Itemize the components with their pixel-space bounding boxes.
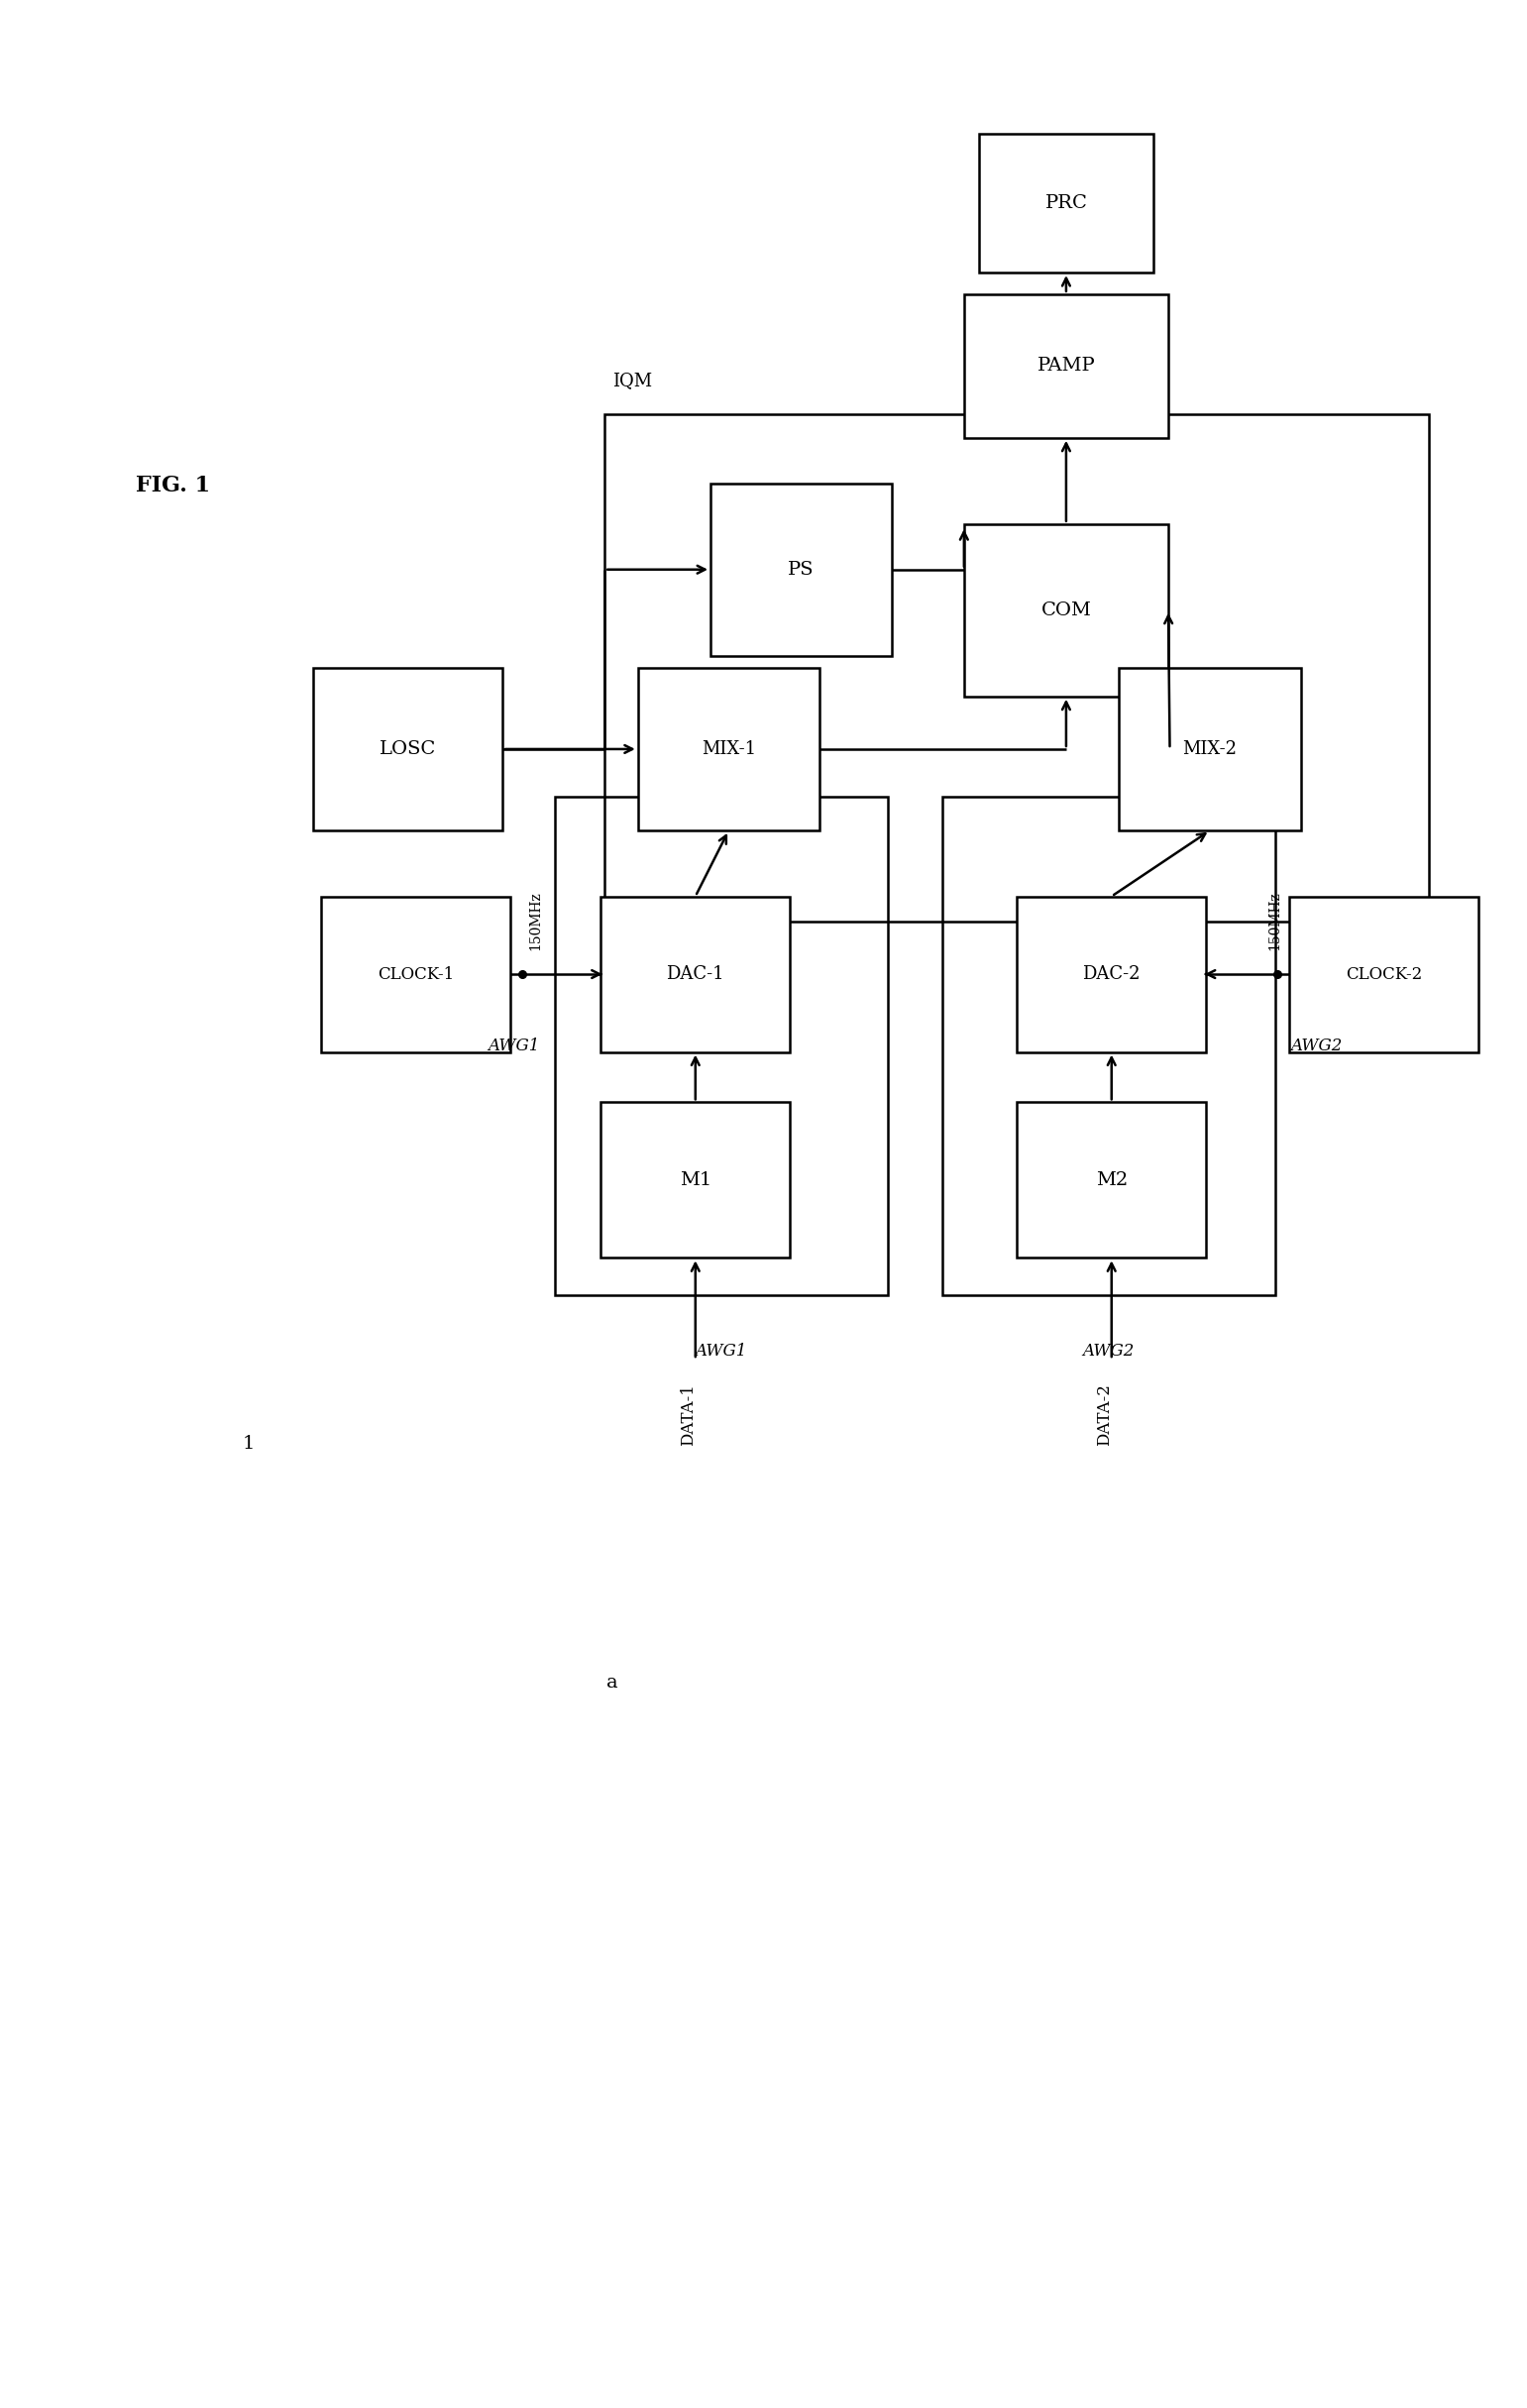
Text: PAMP: PAMP [1037, 356, 1095, 376]
FancyBboxPatch shape [1017, 1103, 1206, 1257]
Text: 150MHz: 150MHz [528, 891, 542, 951]
FancyBboxPatch shape [321, 896, 510, 1052]
Text: PRC: PRC [1044, 195, 1087, 212]
Text: 150MHz: 150MHz [1267, 891, 1281, 951]
Text: AWG2: AWG2 [1290, 1038, 1342, 1055]
Text: CLOCK-1: CLOCK-1 [377, 966, 454, 982]
Text: a: a [606, 1674, 618, 1693]
Text: AWG2: AWG2 [1083, 1344, 1135, 1361]
Text: IQM: IQM [612, 373, 652, 390]
Text: 1: 1 [243, 1435, 255, 1452]
Text: DAC-1: DAC-1 [666, 966, 724, 982]
FancyBboxPatch shape [600, 896, 789, 1052]
Text: AWG1: AWG1 [695, 1344, 747, 1361]
FancyBboxPatch shape [1119, 667, 1301, 831]
Text: DATA-2: DATA-2 [1095, 1385, 1112, 1445]
FancyBboxPatch shape [313, 667, 502, 831]
Text: COM: COM [1041, 602, 1092, 619]
Text: DATA-1: DATA-1 [680, 1385, 696, 1445]
FancyBboxPatch shape [964, 294, 1168, 438]
Text: M1: M1 [680, 1170, 712, 1190]
FancyBboxPatch shape [600, 1103, 789, 1257]
Text: CLOCK-2: CLOCK-2 [1345, 966, 1422, 982]
FancyBboxPatch shape [964, 525, 1168, 696]
Text: AWG1: AWG1 [487, 1038, 539, 1055]
FancyBboxPatch shape [710, 484, 892, 655]
Text: LOSC: LOSC [380, 739, 437, 759]
FancyBboxPatch shape [638, 667, 820, 831]
Text: MIX-1: MIX-1 [701, 739, 756, 759]
FancyBboxPatch shape [1289, 896, 1478, 1052]
Text: MIX-2: MIX-2 [1182, 739, 1237, 759]
FancyBboxPatch shape [1017, 896, 1206, 1052]
Text: FIG. 1: FIG. 1 [136, 474, 209, 496]
Text: DAC-2: DAC-2 [1083, 966, 1141, 982]
FancyBboxPatch shape [979, 135, 1153, 272]
Text: PS: PS [788, 561, 814, 578]
Text: M2: M2 [1095, 1170, 1127, 1190]
